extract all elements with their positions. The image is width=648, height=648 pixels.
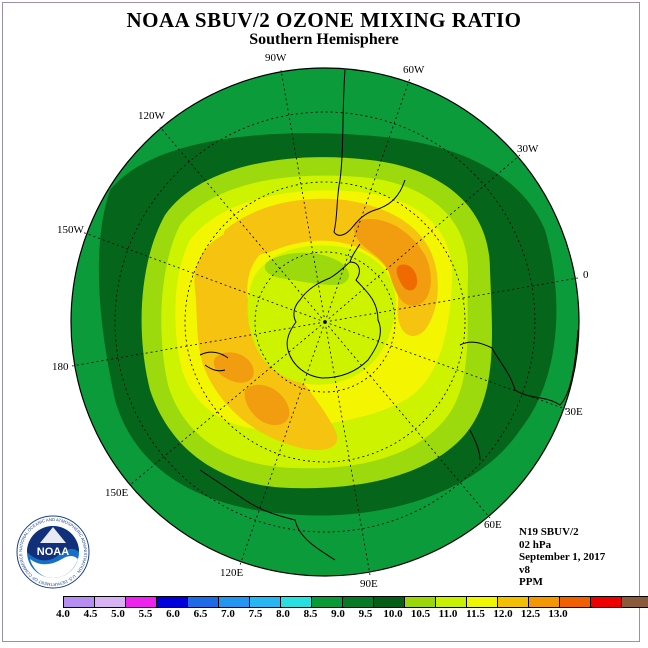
lon-label-60e: 60E [484, 519, 502, 531]
latitude-circle-70 [254, 251, 396, 393]
info-date: September 1, 2017 [519, 551, 606, 563]
antarctic-peninsula [349, 243, 361, 263]
info-satellite: N19 SBUV/2 [519, 526, 579, 538]
lon-label-30w: 30W [517, 143, 539, 155]
colorbar-tick-label: 7.5 [248, 608, 263, 620]
colorbar-tick-label: 5.5 [138, 608, 153, 620]
colorbar-tick-label: 6.5 [193, 608, 208, 620]
contour-12-0 [396, 264, 418, 291]
lon-label-150e: 150E [105, 487, 129, 499]
colorbar-segment [622, 597, 648, 607]
colorbar-segment [374, 597, 405, 607]
meridian-150w [81, 231, 326, 323]
noaa-logo: NOAA NATIONAL OCEANIC AND ATMOSPHERIC AD… [16, 515, 90, 589]
product-info: N19 SBUV/2 02 hPa September 1, 2017 v8 P… [519, 526, 605, 589]
colorbar-tick-label: 11.0 [438, 608, 458, 620]
colorbar-segment [529, 597, 560, 607]
colorbar-segment [498, 597, 529, 607]
colorbar-tick-label: 8.5 [303, 608, 318, 620]
australia-coast [199, 469, 336, 561]
lon-label-90w: 90W [265, 52, 287, 64]
lon-label-150w: 150W [57, 224, 85, 236]
lon-label-120e: 120E [220, 567, 244, 579]
lon-label-120w: 120W [138, 110, 166, 122]
new-zealand-coast [199, 351, 229, 372]
colorbar-tick-label: 9.5 [358, 608, 373, 620]
meridian-30e [324, 321, 569, 411]
colorbar-tick-label: 9.0 [331, 608, 345, 620]
colorbar-segment [95, 597, 126, 607]
colorbar-tick-label: 4.0 [56, 608, 70, 620]
colorbar-tick-label: 11.5 [466, 608, 485, 620]
contour-9-5-center [264, 252, 350, 285]
colorbar-tick-label: 8.0 [276, 608, 290, 620]
madagascar-coast [469, 429, 481, 461]
colorbar-segment [281, 597, 312, 607]
info-units: PPM [519, 576, 543, 588]
colorbar-tick-label: 4.5 [83, 608, 98, 620]
contour-10-0-center [247, 245, 396, 385]
colorbar-segment [591, 597, 622, 607]
figure-frame [2, 2, 640, 642]
info-level: 02 hPa [519, 538, 552, 551]
colorbar-segment [157, 597, 188, 607]
colorbar-segment [312, 597, 343, 607]
coastlines [199, 69, 579, 561]
noaa-logo-text: NOAA [37, 546, 69, 558]
map-title: NOAA SBUV/2 OZONE MIXING RATIO [126, 8, 522, 32]
colorbar-segment [250, 597, 281, 607]
antarctica-coast [286, 261, 381, 379]
lon-label-30e: 30E [565, 406, 583, 418]
south-america-coast [333, 69, 406, 236]
colorbar-segment [467, 597, 498, 607]
lon-label-180: 180 [52, 361, 69, 373]
colorbar-segment [188, 597, 219, 607]
colorbar [63, 596, 648, 608]
contour-11-5-south [244, 384, 290, 425]
africa-coast [459, 329, 579, 406]
colorbar-segment [64, 597, 95, 607]
colorbar-tick-label: 6.0 [166, 608, 180, 620]
colorbar-segment [126, 597, 157, 607]
colorbar-tick-label: 12.0 [493, 608, 513, 620]
colorbar-tick-label: 10.5 [410, 608, 431, 620]
meridian-60w [324, 77, 411, 323]
colorbar-segment [343, 597, 374, 607]
contour-11-5-southwest [213, 352, 254, 383]
colorbar-tick-label: 7.0 [221, 608, 235, 620]
colorbar-tick-label: 5.0 [111, 608, 125, 620]
colorbar-tick-label: 13.0 [548, 608, 568, 620]
lon-label-90e: 90E [360, 578, 378, 590]
colorbar-segment [560, 597, 591, 607]
meridian-150e [129, 321, 326, 486]
lon-label-0: 0 [583, 269, 589, 281]
latitude-circle-40 [184, 181, 466, 463]
colorbar-tick-label: 10.0 [383, 608, 403, 620]
info-version: v8 [519, 563, 530, 576]
graticule [71, 69, 579, 576]
map-subtitle: Southern Hemisphere [249, 31, 399, 48]
colorbar-ticks: 4.0 4.5 5.0 5.5 6.0 6.5 7.0 7.5 8.0 8.5 9.0 9.5 10.0… [48, 608, 608, 622]
latitude-circle-10 [114, 111, 536, 533]
lon-label-60w: 60W [403, 64, 425, 76]
colorbar-segment [405, 597, 436, 607]
colorbar-segment [219, 597, 250, 607]
colorbar-tick-label: 12.5 [520, 608, 541, 620]
map-boundary [70, 67, 580, 577]
colorbar-segment [436, 597, 467, 607]
longitude-labels: 90W 60W 30W 0 30E 60E 90E 120E 150E 180 … [52, 52, 589, 590]
